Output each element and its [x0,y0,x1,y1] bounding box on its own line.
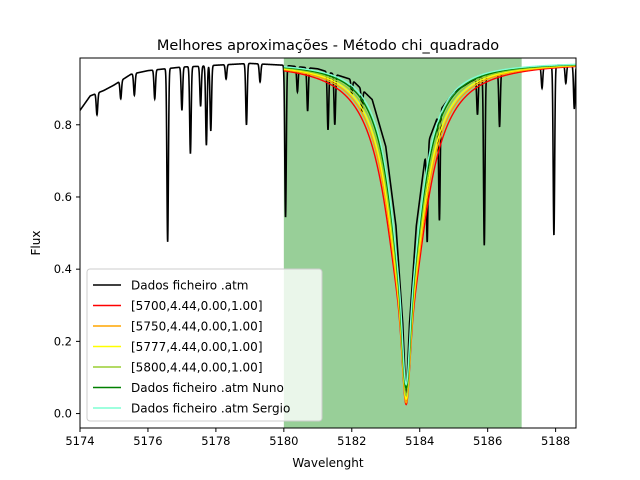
series-line-model-1 [283,65,576,406]
x-tick-label: 5176 [133,434,162,448]
legend-label: [5800,4.44,0.00,1.00] [131,361,263,375]
y-tick-label: 0.0 [54,407,72,421]
x-axis-label: Wavelenght [292,456,363,470]
legend-label: Dados ficheiro .atm Nuno [131,381,284,395]
x-tick-label: 5182 [337,434,366,448]
legend-label: [5777,4.44,0.00,1.00] [131,340,263,354]
legend-label: Dados ficheiro .atm [131,279,249,293]
series-line-model-3 [283,64,576,401]
series-line-model-4 [283,64,576,397]
legend-label: [5750,4.44,0.00,1.00] [131,320,263,334]
x-axis: 5174 5176 5178 5180 5182 5184 5186 5188 [65,428,570,448]
chart-title: Melhores aproximações - Método chi_quadr… [157,38,499,54]
x-tick-label: 5178 [201,434,230,448]
y-tick-label: 0.4 [54,262,72,276]
legend-label: [5700,4.44,0.00,1.00] [131,299,263,313]
plot-area [80,58,576,428]
y-axis-label: Flux [29,231,43,256]
legend-box [86,268,323,422]
y-axis: 0.0 0.2 0.4 0.6 0.8 [54,118,80,421]
y-tick-label: 0.8 [54,118,72,132]
series-line-model-2 [283,65,576,404]
series-line-model-6 [283,63,576,386]
x-tick-label: 5188 [541,434,570,448]
y-tick-label: 0.2 [54,334,72,348]
y-tick-label: 0.6 [54,190,72,204]
x-tick-label: 5184 [405,434,434,448]
legend: Dados ficheiro .atm [5700,4.44,0.00,1.00]… [86,268,323,422]
x-tick-label: 5180 [269,434,298,448]
axes-frame [79,57,577,429]
legend-label: Dados ficheiro .atm Sergio [131,402,290,416]
x-tick-label: 5186 [473,434,502,448]
x-tick-label: 5174 [65,434,94,448]
